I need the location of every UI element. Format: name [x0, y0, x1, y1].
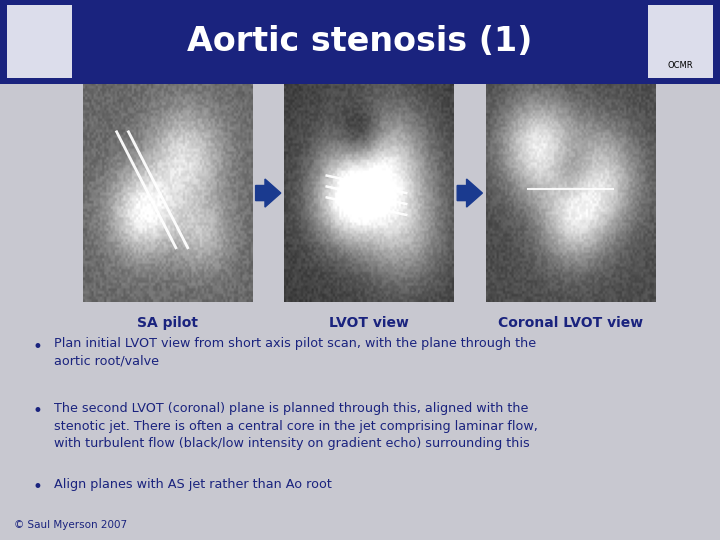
Text: SA pilot: SA pilot: [137, 316, 198, 330]
Text: Coronal LVOT view: Coronal LVOT view: [498, 316, 643, 330]
Text: •: •: [32, 338, 42, 355]
Text: •: •: [32, 402, 42, 420]
Bar: [7, 5, 72, 78]
Text: OCMR: OCMR: [667, 61, 693, 70]
Text: Align planes with AS jet rather than Ao root: Align planes with AS jet rather than Ao …: [54, 478, 332, 491]
FancyArrow shape: [457, 179, 482, 207]
Text: © Saul Myerson 2007: © Saul Myerson 2007: [14, 520, 127, 530]
Bar: [0, 0, 720, 84]
FancyArrow shape: [256, 179, 281, 207]
Bar: [648, 5, 713, 78]
Text: LVOT view: LVOT view: [329, 316, 409, 330]
Text: Aortic stenosis (1): Aortic stenosis (1): [187, 25, 533, 58]
Text: Plan initial LVOT view from short axis pilot scan, with the plane through the
ao: Plan initial LVOT view from short axis p…: [54, 338, 536, 368]
Text: The second LVOT (coronal) plane is planned through this, aligned with the
stenot: The second LVOT (coronal) plane is plann…: [54, 402, 538, 450]
Text: •: •: [32, 478, 42, 496]
